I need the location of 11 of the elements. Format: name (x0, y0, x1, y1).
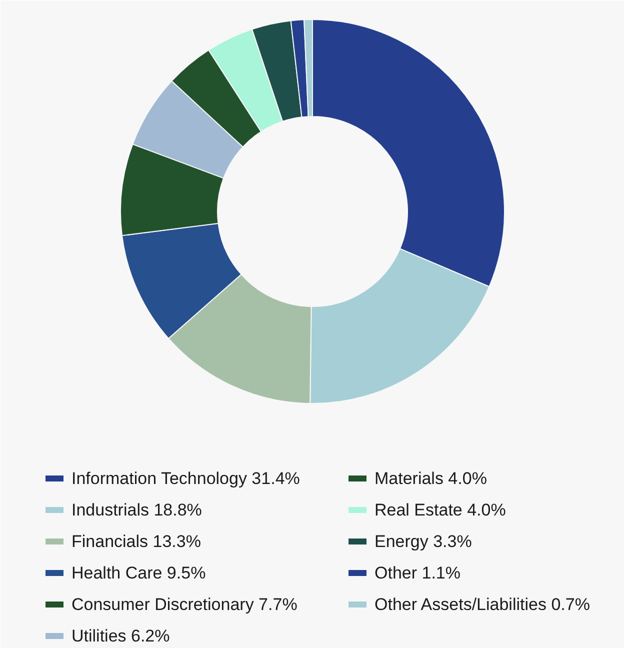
legend-label: Energy 3.3% (374, 532, 472, 551)
legend-label: Other Assets/Liabilities 0.7% (374, 595, 590, 614)
legend-label: Industrials 18.8% (72, 500, 202, 520)
legend-label: Health Care 9.5% (72, 564, 206, 582)
legend-label: Utilities 6.2% (72, 626, 170, 646)
legend-label: Financials 13.3% (72, 532, 201, 551)
legend-label: Other 1.1% (374, 564, 460, 582)
legend-label: Information Technology 31.4% (72, 469, 300, 488)
legend-label: Real Estate 4.0% (374, 500, 506, 520)
legend-label: Materials 4.0% (374, 469, 487, 488)
legend-label: Consumer Discretionary 7.7% (72, 595, 298, 614)
